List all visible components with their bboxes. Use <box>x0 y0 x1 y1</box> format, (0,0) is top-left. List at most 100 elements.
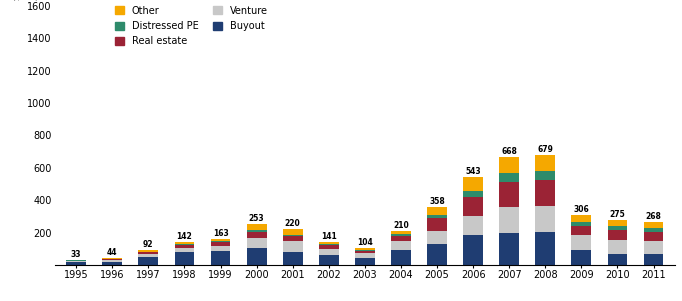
Bar <box>102 259 122 260</box>
Bar <box>535 180 555 206</box>
Text: 92: 92 <box>143 240 153 249</box>
Bar <box>463 191 483 197</box>
Bar <box>644 222 664 228</box>
Bar <box>247 230 267 232</box>
Bar <box>427 231 447 244</box>
Bar <box>499 182 519 207</box>
Bar <box>644 240 664 254</box>
Bar <box>463 197 483 216</box>
Bar <box>608 240 627 254</box>
Bar <box>283 236 303 241</box>
Text: 275: 275 <box>610 210 625 219</box>
Bar <box>499 157 519 173</box>
Bar <box>572 222 591 225</box>
Bar <box>644 228 664 232</box>
Bar <box>355 251 375 253</box>
Bar <box>175 244 194 245</box>
Bar <box>463 216 483 235</box>
Text: 306: 306 <box>574 205 589 214</box>
Bar <box>535 206 555 232</box>
Bar <box>283 252 303 265</box>
Bar <box>175 242 194 244</box>
Bar <box>283 241 303 252</box>
Legend: Other, Distressed PE, Real estate, Venture, Buyout: Other, Distressed PE, Real estate, Ventu… <box>115 6 267 46</box>
Bar <box>355 250 375 251</box>
Bar <box>427 218 447 231</box>
Text: 210: 210 <box>393 221 409 230</box>
Bar <box>319 244 339 246</box>
Bar <box>391 236 411 241</box>
Bar <box>608 226 627 231</box>
Text: 358: 358 <box>429 197 445 206</box>
Bar <box>138 250 158 252</box>
Bar <box>211 241 231 242</box>
Bar <box>608 231 627 240</box>
Bar <box>572 225 591 235</box>
Bar <box>608 220 627 226</box>
Bar <box>175 248 194 252</box>
Bar <box>66 260 86 261</box>
Text: 253: 253 <box>249 214 265 223</box>
Bar <box>247 224 267 230</box>
Bar <box>283 234 303 236</box>
Bar <box>355 248 375 250</box>
Bar <box>319 242 339 244</box>
Text: 44: 44 <box>107 248 117 257</box>
Bar <box>499 173 519 182</box>
Bar <box>175 245 194 248</box>
Bar <box>427 215 447 218</box>
Text: 543: 543 <box>465 167 481 176</box>
Bar <box>66 261 86 262</box>
Bar <box>499 232 519 265</box>
Bar <box>138 254 158 257</box>
Bar <box>355 253 375 258</box>
Text: 220: 220 <box>285 219 301 228</box>
Bar <box>608 254 627 265</box>
Bar <box>138 252 158 254</box>
Bar <box>535 232 555 265</box>
Bar <box>427 244 447 265</box>
Bar <box>247 248 267 265</box>
Text: 679: 679 <box>537 145 553 154</box>
Text: 268: 268 <box>646 212 662 221</box>
Bar <box>644 232 664 240</box>
Bar <box>319 246 339 249</box>
Bar <box>644 254 664 265</box>
Bar <box>499 207 519 232</box>
Bar <box>355 258 375 265</box>
Text: 142: 142 <box>177 232 192 241</box>
Text: 163: 163 <box>213 228 228 237</box>
Bar <box>391 250 411 265</box>
Bar <box>211 238 231 241</box>
Bar <box>247 238 267 248</box>
Bar <box>175 252 194 265</box>
Bar <box>211 246 231 251</box>
Bar <box>572 216 591 222</box>
Bar <box>391 231 411 234</box>
Text: 141: 141 <box>321 232 337 241</box>
Bar <box>102 258 122 259</box>
Bar <box>535 155 555 171</box>
Bar <box>463 235 483 265</box>
Bar <box>391 234 411 236</box>
Bar <box>66 262 86 265</box>
Bar <box>138 257 158 265</box>
Bar <box>319 256 339 265</box>
Bar <box>391 241 411 250</box>
Bar <box>211 242 231 246</box>
Text: 668: 668 <box>501 147 517 156</box>
Bar <box>283 229 303 234</box>
Bar <box>319 249 339 256</box>
Bar <box>66 259 86 260</box>
Bar <box>535 171 555 180</box>
Bar <box>572 235 591 250</box>
Text: ($bn): ($bn) <box>11 0 39 1</box>
Bar <box>211 251 231 265</box>
Text: 33: 33 <box>71 250 81 259</box>
Bar <box>247 232 267 238</box>
Bar <box>102 262 122 265</box>
Bar <box>102 260 122 262</box>
Bar <box>427 207 447 215</box>
Text: 104: 104 <box>357 238 373 247</box>
Bar <box>572 250 591 265</box>
